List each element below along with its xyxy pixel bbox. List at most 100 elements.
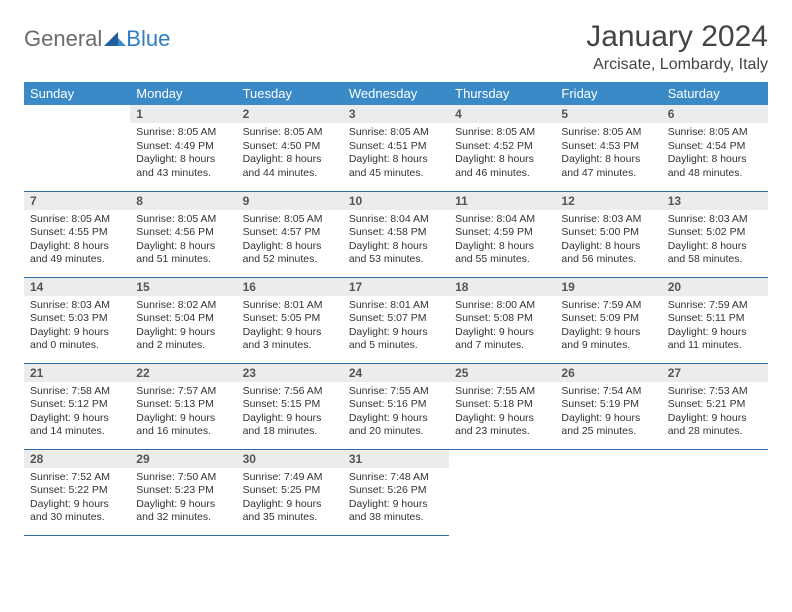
sunrise-text: Sunrise: 7:48 AM [349,471,443,485]
day-number: 24 [343,364,449,382]
daylight-text: Daylight: 9 hours and 14 minutes. [30,412,124,439]
day-number: 26 [555,364,661,382]
sunset-text: Sunset: 5:15 PM [243,398,337,412]
logo-text-general: General [24,26,102,52]
sunset-text: Sunset: 5:09 PM [561,312,655,326]
logo: General Blue [24,20,170,52]
sunset-text: Sunset: 5:13 PM [136,398,230,412]
daylight-text: Daylight: 8 hours and 55 minutes. [455,240,549,267]
calendar-week: 14Sunrise: 8:03 AMSunset: 5:03 PMDayligh… [24,277,768,363]
day-number: 3 [343,105,449,123]
sunrise-text: Sunrise: 7:55 AM [455,385,549,399]
calendar-header-row: SundayMondayTuesdayWednesdayThursdayFrid… [24,82,768,105]
calendar-week: 1Sunrise: 8:05 AMSunset: 4:49 PMDaylight… [24,105,768,191]
day-body: Sunrise: 8:03 AMSunset: 5:00 PMDaylight:… [555,210,661,272]
day-number: 10 [343,192,449,210]
day-body: Sunrise: 7:50 AMSunset: 5:23 PMDaylight:… [130,468,236,530]
calendar-cell: 31Sunrise: 7:48 AMSunset: 5:26 PMDayligh… [343,449,449,535]
day-body: Sunrise: 7:59 AMSunset: 5:11 PMDaylight:… [662,296,768,358]
day-header-thursday: Thursday [449,82,555,105]
day-number: 22 [130,364,236,382]
sunset-text: Sunset: 4:50 PM [243,140,337,154]
day-body: Sunrise: 8:05 AMSunset: 4:50 PMDaylight:… [237,123,343,185]
day-number: 23 [237,364,343,382]
calendar-cell: 5Sunrise: 8:05 AMSunset: 4:53 PMDaylight… [555,105,661,191]
day-body: Sunrise: 8:04 AMSunset: 4:58 PMDaylight:… [343,210,449,272]
calendar-cell: 12Sunrise: 8:03 AMSunset: 5:00 PMDayligh… [555,191,661,277]
day-number: 25 [449,364,555,382]
calendar-cell: 8Sunrise: 8:05 AMSunset: 4:56 PMDaylight… [130,191,236,277]
daylight-text: Daylight: 8 hours and 49 minutes. [30,240,124,267]
sunrise-text: Sunrise: 8:05 AM [561,126,655,140]
calendar-cell: 15Sunrise: 8:02 AMSunset: 5:04 PMDayligh… [130,277,236,363]
day-body: Sunrise: 7:48 AMSunset: 5:26 PMDaylight:… [343,468,449,530]
calendar-cell: 29Sunrise: 7:50 AMSunset: 5:23 PMDayligh… [130,449,236,535]
sunrise-text: Sunrise: 7:53 AM [668,385,762,399]
calendar-cell: 23Sunrise: 7:56 AMSunset: 5:15 PMDayligh… [237,363,343,449]
title-block: January 2024 Arcisate, Lombardy, Italy [586,20,768,74]
sunset-text: Sunset: 5:04 PM [136,312,230,326]
sunrise-text: Sunrise: 8:05 AM [136,213,230,227]
sunset-text: Sunset: 5:19 PM [561,398,655,412]
logo-triangle-icon [104,30,126,48]
day-number: 7 [24,192,130,210]
location: Arcisate, Lombardy, Italy [586,56,768,74]
daylight-text: Daylight: 9 hours and 2 minutes. [136,326,230,353]
sunset-text: Sunset: 4:58 PM [349,226,443,240]
day-body: Sunrise: 7:55 AMSunset: 5:18 PMDaylight:… [449,382,555,444]
day-number: 30 [237,450,343,468]
day-header-saturday: Saturday [662,82,768,105]
daylight-text: Daylight: 9 hours and 9 minutes. [561,326,655,353]
calendar-cell: 10Sunrise: 8:04 AMSunset: 4:58 PMDayligh… [343,191,449,277]
sunset-text: Sunset: 5:08 PM [455,312,549,326]
sunset-text: Sunset: 5:03 PM [30,312,124,326]
calendar-cell: 4Sunrise: 8:05 AMSunset: 4:52 PMDaylight… [449,105,555,191]
sunrise-text: Sunrise: 8:03 AM [30,299,124,313]
day-number: 27 [662,364,768,382]
daylight-text: Daylight: 8 hours and 44 minutes. [243,153,337,180]
calendar-cell [555,449,661,535]
daylight-text: Daylight: 8 hours and 56 minutes. [561,240,655,267]
sunrise-text: Sunrise: 7:59 AM [668,299,762,313]
daylight-text: Daylight: 9 hours and 32 minutes. [136,498,230,525]
sunset-text: Sunset: 5:07 PM [349,312,443,326]
day-number: 16 [237,278,343,296]
day-number: 6 [662,105,768,123]
daylight-text: Daylight: 9 hours and 11 minutes. [668,326,762,353]
day-number: 5 [555,105,661,123]
day-body: Sunrise: 7:56 AMSunset: 5:15 PMDaylight:… [237,382,343,444]
sunrise-text: Sunrise: 7:57 AM [136,385,230,399]
daylight-text: Daylight: 8 hours and 45 minutes. [349,153,443,180]
calendar-cell: 7Sunrise: 8:05 AMSunset: 4:55 PMDaylight… [24,191,130,277]
calendar-cell: 2Sunrise: 8:05 AMSunset: 4:50 PMDaylight… [237,105,343,191]
calendar-cell: 21Sunrise: 7:58 AMSunset: 5:12 PMDayligh… [24,363,130,449]
sunrise-text: Sunrise: 8:05 AM [243,213,337,227]
calendar-cell: 13Sunrise: 8:03 AMSunset: 5:02 PMDayligh… [662,191,768,277]
daylight-text: Daylight: 8 hours and 46 minutes. [455,153,549,180]
day-number: 14 [24,278,130,296]
day-number: 21 [24,364,130,382]
day-header-monday: Monday [130,82,236,105]
day-body: Sunrise: 7:54 AMSunset: 5:19 PMDaylight:… [555,382,661,444]
daylight-text: Daylight: 9 hours and 38 minutes. [349,498,443,525]
calendar-week: 21Sunrise: 7:58 AMSunset: 5:12 PMDayligh… [24,363,768,449]
sunset-text: Sunset: 4:56 PM [136,226,230,240]
daylight-text: Daylight: 8 hours and 47 minutes. [561,153,655,180]
sunset-text: Sunset: 4:49 PM [136,140,230,154]
day-number: 13 [662,192,768,210]
calendar-cell: 3Sunrise: 8:05 AMSunset: 4:51 PMDaylight… [343,105,449,191]
sunrise-text: Sunrise: 7:49 AM [243,471,337,485]
day-body: Sunrise: 8:05 AMSunset: 4:53 PMDaylight:… [555,123,661,185]
daylight-text: Daylight: 8 hours and 53 minutes. [349,240,443,267]
daylight-text: Daylight: 8 hours and 52 minutes. [243,240,337,267]
day-number: 31 [343,450,449,468]
day-number: 28 [24,450,130,468]
day-body: Sunrise: 8:05 AMSunset: 4:49 PMDaylight:… [130,123,236,185]
sunrise-text: Sunrise: 8:05 AM [30,213,124,227]
daylight-text: Daylight: 9 hours and 0 minutes. [30,326,124,353]
sunrise-text: Sunrise: 8:05 AM [668,126,762,140]
daylight-text: Daylight: 9 hours and 18 minutes. [243,412,337,439]
calendar-cell: 27Sunrise: 7:53 AMSunset: 5:21 PMDayligh… [662,363,768,449]
day-number: 17 [343,278,449,296]
sunset-text: Sunset: 5:23 PM [136,484,230,498]
